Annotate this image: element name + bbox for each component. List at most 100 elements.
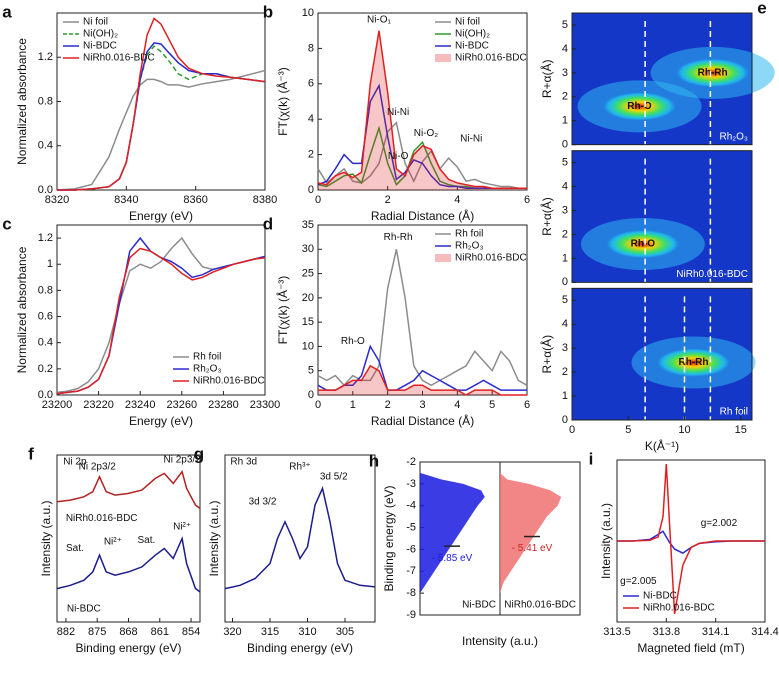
plot-frame <box>224 454 376 623</box>
x-tick-label: 314.4 <box>751 626 779 638</box>
y-tick-label: 5 <box>562 19 568 31</box>
x-tick-label: 8340 <box>114 194 138 206</box>
y-tick-label: 4 <box>562 180 568 192</box>
panel-letter: g <box>194 444 204 463</box>
y-tick-label: 2 <box>562 366 568 378</box>
y-tick-label: 4 <box>308 113 314 125</box>
line <box>56 69 266 191</box>
y-tick-label: 0.4 <box>38 140 53 152</box>
peak-label: Rh-Rh <box>698 67 728 78</box>
x-tick-label: 5 <box>625 424 631 436</box>
y-axis-label: Intensity (a.u.) <box>207 500 221 576</box>
y-tick-label: 1 <box>562 252 568 264</box>
legend-swatch <box>435 54 451 62</box>
legend-label: Ni-BDC <box>643 591 677 602</box>
x-tick-label: 313.5 <box>603 626 631 638</box>
legend-swatch <box>435 254 451 262</box>
legend-label: Ni-BDC <box>83 41 117 52</box>
peak-label: Rh-O <box>627 101 652 112</box>
panel-letter: f <box>28 444 34 463</box>
legend-label: NiRh0.016-BDC <box>455 253 527 264</box>
annotation: Ni-O <box>388 151 409 162</box>
panel-letter: e <box>757 0 766 17</box>
annotation: Ni-Ni <box>460 133 482 144</box>
x-tick-label: 10 <box>678 424 690 436</box>
x-tick-label: 315 <box>261 626 279 638</box>
y-tick-label: 3 <box>562 204 568 216</box>
annotation: Ni 2p <box>63 456 87 467</box>
x-tick-label: 854 <box>182 626 200 638</box>
line <box>57 42 266 191</box>
x-tick-label: 310 <box>298 626 316 638</box>
x-axis-label: Binding energy (eV) <box>75 641 181 655</box>
legend-label: Ni(OH)₂ <box>455 29 490 40</box>
plot-frame <box>317 12 528 191</box>
x-axis-label: Energy (eV) <box>129 414 193 428</box>
x-tick-label: 23220 <box>83 399 114 411</box>
y-tick-label: 3 <box>562 342 568 354</box>
line <box>56 535 201 593</box>
y-tick-label: -8 <box>406 587 416 599</box>
y-tick-label: 0.8 <box>38 95 53 107</box>
x-tick-label: 23240 <box>125 399 156 411</box>
annotation: 3d 3/2 <box>249 496 277 507</box>
y-tick-label: 1.2 <box>38 51 53 63</box>
x-tick-label: 23200 <box>42 399 73 411</box>
x-tick-label: 320 <box>223 626 241 638</box>
y-tick-label: 4 <box>562 43 568 55</box>
line <box>224 486 376 590</box>
y-tick-label: 2 <box>308 149 314 161</box>
y-tick-label: 5 <box>562 157 568 169</box>
subplot-label: Rh₂O₃ <box>719 131 748 142</box>
y-tick-label: 0.6 <box>38 310 53 322</box>
y-tick-label: 5 <box>562 294 568 306</box>
x-axis-label: Intensity (a.u.) <box>462 634 538 648</box>
y-tick-label: 1 <box>47 258 53 270</box>
line <box>56 470 201 510</box>
plot-frame <box>571 287 753 421</box>
y-tick-label: 0.0 <box>38 389 53 401</box>
x-tick-label: 6 <box>524 399 530 411</box>
x-tick-label: 15 <box>735 424 747 436</box>
line <box>56 236 266 394</box>
subplot-label: NiRh0.016-BDC <box>676 269 748 280</box>
y-axis-label: R+α(Å) <box>539 60 554 99</box>
annotation: Rh 3d <box>230 456 257 467</box>
y-tick-label: -7 <box>406 565 416 577</box>
area <box>318 30 527 191</box>
x-axis-label: Radial Distance (Å) <box>371 208 474 223</box>
heatmap-peak <box>657 348 730 377</box>
plot-frame <box>56 224 266 396</box>
y-tick-label: 0 <box>308 184 314 196</box>
heatmap-peak <box>603 92 676 121</box>
annotation: 3d 5/2 <box>320 471 348 482</box>
y-tick-label: 0.0 <box>38 184 53 196</box>
line <box>317 121 527 189</box>
y-axis-label: FT(χ(k) (Å⁻³) <box>275 276 290 345</box>
y-axis-label: FT(χ(k) (Å⁻³) <box>275 67 290 136</box>
x-axis-label: Energy (eV) <box>129 209 193 223</box>
y-tick-label: -4 <box>406 500 416 512</box>
dos-area <box>500 472 562 594</box>
peak-label: Rh-O <box>631 239 656 250</box>
y-tick-label: 0.2 <box>38 363 53 375</box>
legend-label: NiRh0.016-BDC <box>643 603 715 614</box>
x-tick-label: 5 <box>489 399 495 411</box>
y-axis-label: Normalized absorbance <box>15 246 29 373</box>
x-tick-label: 0 <box>315 399 321 411</box>
annotation: Rh-Rh <box>384 232 413 243</box>
annotation: Ni²⁺ <box>104 536 122 547</box>
legend-label: Rh₂O₃ <box>455 241 484 252</box>
x-tick-label: 4 <box>454 194 460 206</box>
legend-label: NiRh0.016-BDC <box>83 53 155 64</box>
legend-label: NiRh0.016-BDC <box>193 376 265 387</box>
x-tick-label: 305 <box>336 626 354 638</box>
annotation: Rh³⁺ <box>289 461 310 472</box>
x-tick-label: 313.8 <box>653 626 681 638</box>
annotation: NiRh0.016-BDC <box>66 513 138 524</box>
y-tick-label: -3 <box>406 478 416 490</box>
x-tick-label: 0 <box>569 424 575 436</box>
y-tick-label: 0.8 <box>38 284 53 296</box>
y-tick-label: 20 <box>302 292 314 304</box>
series-label: NiRh0.016-BDC <box>504 600 576 611</box>
